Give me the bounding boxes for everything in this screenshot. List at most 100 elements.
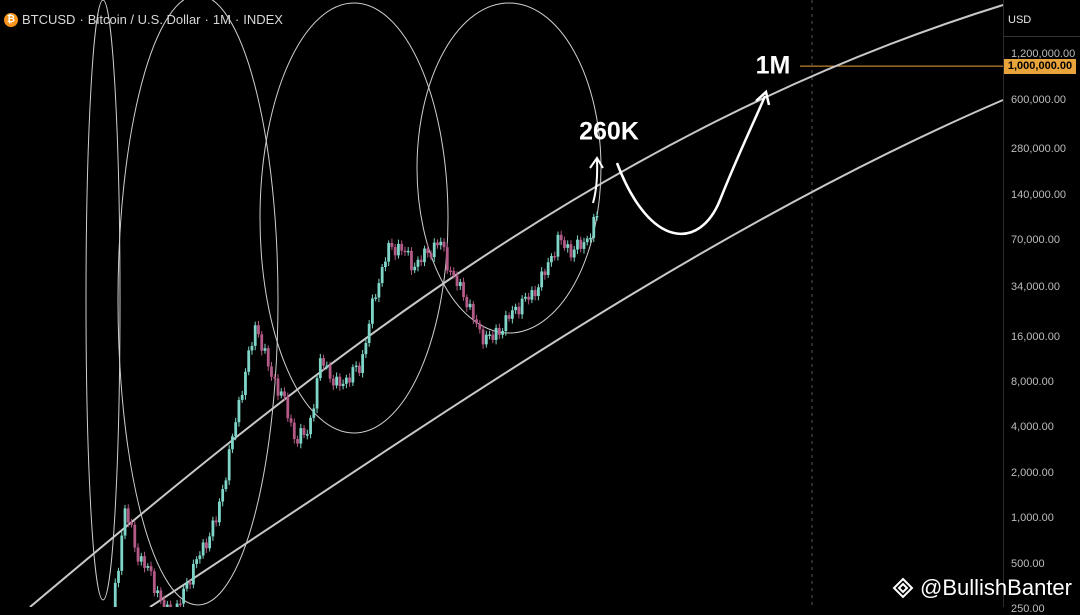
candle (283, 391, 286, 397)
cycle-circles (85, 0, 602, 606)
candle (159, 590, 163, 600)
data-source: INDEX (243, 12, 283, 27)
candle (299, 428, 303, 444)
price-tick: 4,000.00 (1011, 421, 1054, 434)
candle (423, 248, 426, 263)
candle (397, 243, 400, 256)
candle (221, 489, 225, 502)
candle (120, 535, 124, 571)
candle (540, 271, 544, 288)
candle (572, 249, 576, 258)
candle (436, 242, 439, 246)
price-tick: 250.00 (1011, 602, 1045, 615)
candle (234, 422, 238, 437)
candle (462, 282, 465, 298)
sep: · (204, 12, 209, 27)
candle (432, 242, 436, 258)
candle (348, 377, 352, 383)
candle (341, 383, 345, 387)
candle (315, 378, 319, 409)
candle (426, 248, 430, 254)
watermark: @BullishBanter (892, 575, 1072, 601)
price-tick: 1,000.00 (1011, 512, 1054, 525)
price-tick: 8,000.00 (1011, 376, 1054, 389)
candle (322, 358, 325, 366)
price-tick: 280,000.00 (1011, 143, 1067, 156)
candle (520, 298, 524, 315)
candle (328, 365, 332, 379)
cycle-circle (416, 2, 602, 334)
currency-label[interactable]: USD (1008, 14, 1032, 26)
arrow-head (755, 89, 771, 106)
candle (305, 434, 309, 436)
candle (292, 422, 296, 440)
candle (136, 547, 140, 562)
symbol[interactable]: BTCUSD (22, 12, 76, 27)
candle (475, 319, 478, 324)
candle (302, 428, 306, 435)
candle (117, 570, 120, 583)
candle (419, 259, 423, 263)
candle (514, 306, 518, 311)
candle (449, 270, 452, 272)
candle (455, 275, 459, 287)
cycle-circle (117, 0, 279, 606)
candle (130, 522, 133, 525)
price-tick: 2,000.00 (1011, 466, 1054, 479)
candle (146, 566, 150, 568)
candle (162, 599, 166, 607)
candle (566, 244, 570, 248)
candle (244, 371, 247, 396)
candle (364, 342, 368, 355)
candle (211, 520, 215, 537)
sep: · (79, 12, 84, 27)
candle (563, 240, 566, 248)
candle (263, 348, 267, 351)
target-1m-label: 1M (755, 51, 791, 80)
candle (253, 325, 257, 346)
interval[interactable]: 1M (212, 12, 231, 27)
candle (550, 256, 553, 263)
candle (387, 242, 391, 262)
candle (468, 303, 472, 308)
target-260k-label: 260K (579, 117, 639, 146)
candle (237, 399, 241, 423)
candle (484, 334, 488, 345)
candle (351, 367, 355, 383)
projection-arrows (589, 89, 771, 235)
candle (276, 378, 280, 396)
highlight-price-tag: 1,000,000.00 (1004, 58, 1076, 74)
candle (191, 563, 195, 585)
candle (458, 282, 462, 287)
binance-diamond-icon (892, 577, 914, 599)
candle (185, 582, 189, 589)
candle (546, 262, 550, 275)
candle (286, 396, 290, 419)
chart-header: ₿ BTCUSD · Bitcoin / U.S. Dollar · 1M · … (4, 12, 283, 27)
candle (201, 542, 205, 556)
candle (579, 239, 583, 249)
candle (371, 298, 374, 324)
candle (133, 524, 137, 548)
candle (592, 216, 596, 238)
candle (139, 556, 143, 562)
candle (445, 247, 449, 271)
candle (279, 391, 283, 396)
candle (530, 290, 534, 300)
candle (208, 536, 212, 549)
candle (390, 242, 394, 247)
candle (296, 439, 299, 444)
candle (403, 250, 407, 253)
candle (204, 542, 208, 549)
watermark-text: @BullishBanter (920, 575, 1072, 600)
candle (178, 603, 182, 606)
candle (309, 417, 312, 435)
candle (113, 582, 117, 607)
candle (533, 290, 537, 297)
price-axis[interactable] (1003, 0, 1080, 607)
axis-divider (1003, 36, 1080, 37)
candle (504, 315, 508, 332)
candle (250, 345, 254, 351)
candle (361, 354, 365, 373)
